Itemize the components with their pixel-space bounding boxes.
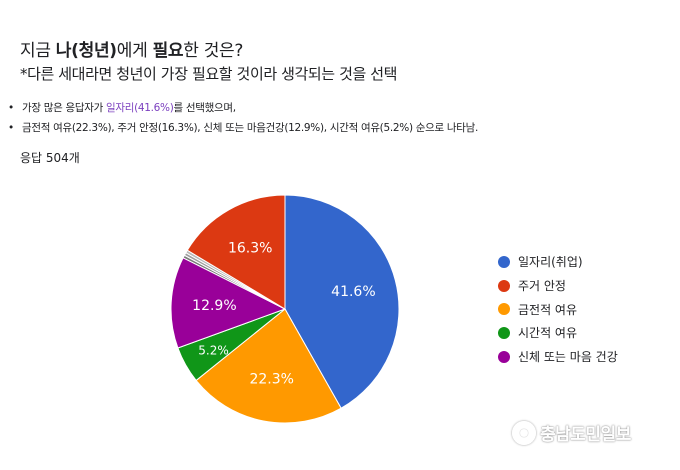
legend-item-job: 일자리(취업) [498, 250, 618, 274]
summary-line-2: • 금전적 여유(22.3%), 주거 안정(16.3%), 신체 또는 마음건강… [8, 118, 478, 138]
slice-value-label: 16.3% [228, 241, 272, 257]
watermark-text: 충남도민일보 [540, 425, 631, 445]
pie-slice [186, 194, 286, 310]
bullet: • [8, 122, 14, 134]
legend-swatch [498, 279, 510, 292]
legend-swatch [498, 326, 510, 339]
legend-label: 시간적 여유 [518, 326, 578, 341]
summary-line-1-pre: 가장 많은 응답자가 [22, 102, 106, 114]
pie-slice [284, 194, 400, 409]
slice-value-label: 12.9% [192, 298, 236, 314]
legend-item-time: 시간적 여유 [498, 321, 618, 345]
slice-value-label: 22.3% [249, 371, 293, 387]
summary-line-1-highlight: 일자리(41.6%) [106, 102, 174, 114]
summary-line-1-post: 를 선택했으며, [173, 102, 237, 114]
legend-label: 신체 또는 마음 건강 [518, 350, 618, 365]
chart-legend: 일자리(취업) 주거 안정 금전적 여유 시간적 여유 신체 또는 마음 건강 [498, 250, 618, 368]
slice-value-label: 5.2% [198, 343, 229, 357]
legend-swatch [498, 350, 510, 363]
title-bold-youth: 나(청년) [55, 41, 117, 61]
legend-label: 금전적 여유 [518, 302, 578, 317]
title-bold-need: 필요 [152, 41, 184, 61]
publisher-watermark: 충남도민일보 [512, 420, 631, 445]
response-count: 응답 504개 [20, 151, 80, 165]
pie-slice [170, 257, 287, 349]
page-title: 지금 나(청년)에게 필요한 것은? [20, 36, 243, 61]
summary-line-2-text: 금전적 여유(22.3%), 주거 안정(16.3%), 신체 또는 마음건강(… [22, 122, 479, 134]
legend-label: 주거 안정 [518, 279, 566, 294]
legend-item-health: 신체 또는 마음 건강 [498, 345, 618, 369]
summary-line-1: • 가장 많은 응답자가 일자리(41.6%)를 선택했으며, [8, 98, 478, 118]
legend-label: 일자리(취업) [518, 255, 583, 270]
bullet: • [8, 102, 14, 114]
legend-item-money: 금전적 여유 [498, 297, 618, 321]
logo-ring-icon [512, 420, 536, 445]
title-prefix: 지금 [20, 41, 56, 61]
page-subtitle: *다른 세대라면 청년이 가장 필요할 것이라 생각되는 것을 선택 [20, 65, 398, 83]
summary-notes: • 가장 많은 응답자가 일자리(41.6%)를 선택했으며, • 금전적 여유(2… [8, 98, 478, 138]
legend-swatch [498, 255, 510, 268]
legend-item-housing: 주거 안정 [498, 274, 618, 298]
legend-swatch [498, 303, 510, 316]
slice-value-label: 41.6% [331, 284, 375, 300]
title-suffix: 한 것은? [183, 41, 244, 61]
pie-slice [195, 308, 342, 424]
title-mid: 에게 [116, 41, 153, 61]
